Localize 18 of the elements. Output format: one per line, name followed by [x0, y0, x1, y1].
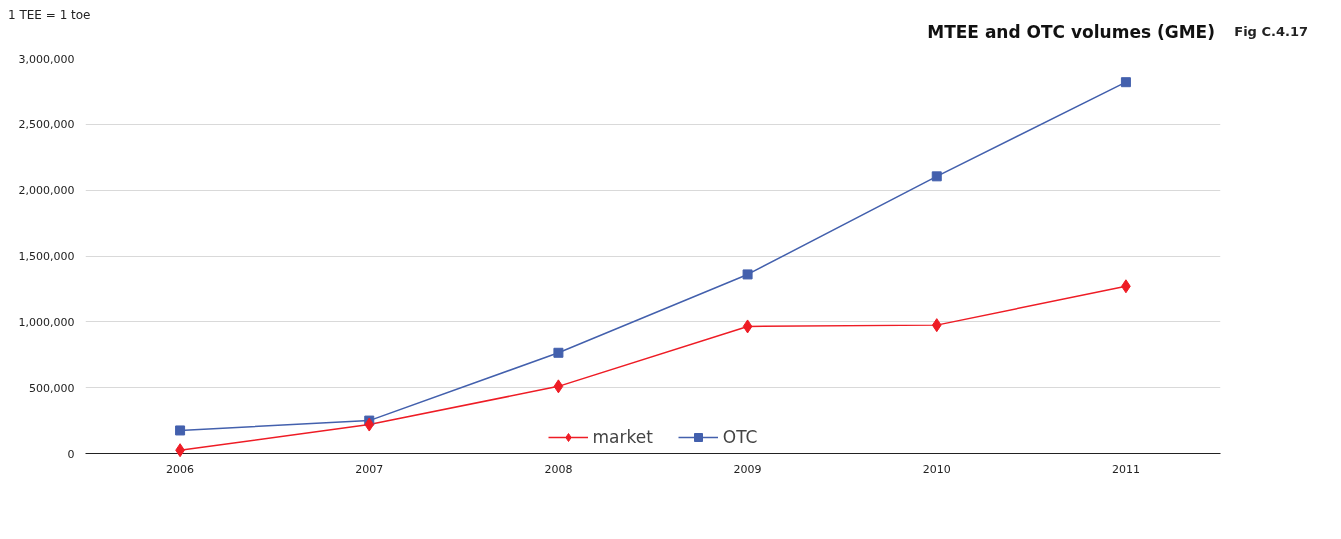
- text: 1 TEE = 1 toe: [8, 8, 91, 22]
- x-tick-label: 2008: [544, 462, 573, 476]
- x-tick-label: 2010: [922, 462, 951, 476]
- y-tick-label: 500,000: [29, 381, 75, 395]
- legend-label: OTC: [722, 427, 758, 447]
- y-tick-label: 2,000,000: [18, 184, 75, 198]
- y-tick-label: 0: [67, 447, 75, 461]
- y-tick-label: 1,500,000: [18, 250, 75, 263]
- x-tick-label: 2011: [1111, 462, 1140, 476]
- y-tick-label: 2,500,000: [18, 118, 75, 132]
- legend-label: market: [592, 427, 653, 447]
- text: Fig C.4.17: [1234, 24, 1308, 39]
- y-tick-label: 3,000,000: [18, 52, 75, 66]
- chart-title: MTEE and OTC volumes (GME): [927, 22, 1215, 42]
- x-tick-label: 2006: [166, 462, 195, 476]
- x-tick-label: 2007: [355, 462, 384, 476]
- x-tick-label: 2009: [733, 462, 762, 476]
- y-tick-label: 1,000,000: [18, 315, 75, 329]
